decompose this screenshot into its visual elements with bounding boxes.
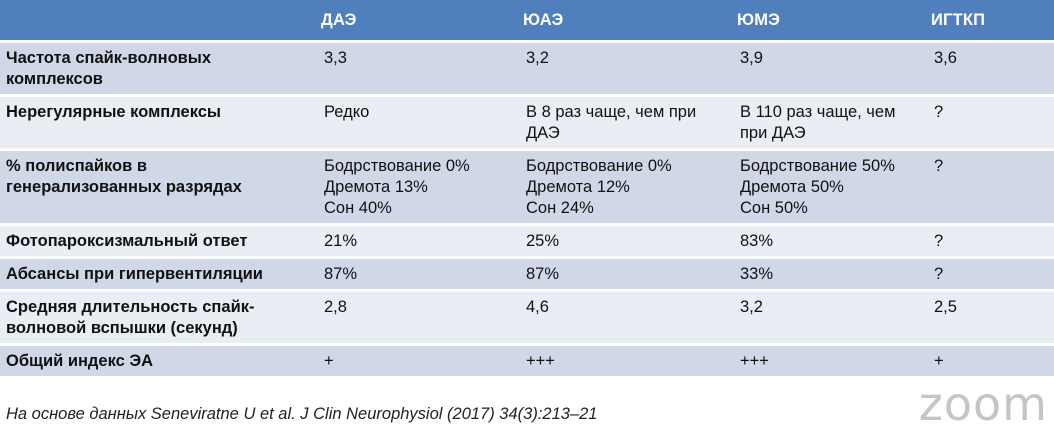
header-corner [0, 0, 315, 40]
table-row: Фотопароксизмальный ответ 21% 25% 83% ? [0, 226, 1054, 256]
table-cell: Бодрствование 0% Дремота 12% Сон 24% [517, 151, 731, 223]
row-label: Нерегулярные комплексы [0, 97, 315, 148]
table-cell: 33% [731, 259, 925, 289]
zoom-watermark-logo: zoom [918, 377, 1048, 431]
table-cell: В 8 раз чаще, чем при ДАЭ [517, 97, 731, 148]
table-row: Частота спайк-волновых комплексов 3,3 3,… [0, 43, 1054, 94]
table-cell: 3,2 [517, 43, 731, 94]
row-label: Абсансы при гипервентиляции [0, 259, 315, 289]
table-cell: 3,2 [731, 292, 925, 343]
table-cell: +++ [731, 346, 925, 376]
header-yuae: ЮАЭ [517, 0, 731, 40]
row-label: % полиспайков в генерализованных разряда… [0, 151, 315, 223]
table-cell: + [315, 346, 517, 376]
table-header-row: ДАЭ ЮАЭ ЮМЭ ИГТКП [0, 0, 1054, 40]
header-yume: ЮМЭ [731, 0, 925, 40]
table-row: Общий индекс ЭА + +++ +++ + [0, 346, 1054, 376]
table-row: % полиспайков в генерализованных разряда… [0, 151, 1054, 223]
table-cell: Бодрствование 0% Дремота 13% Сон 40% [315, 151, 517, 223]
table-cell: 3,9 [731, 43, 925, 94]
table-cell: 2,5 [925, 292, 1054, 343]
table-row: Средняя длительность спайк- волновой всп… [0, 292, 1054, 343]
table-cell: 25% [517, 226, 731, 256]
table-cell: ? [925, 259, 1054, 289]
comparison-table: ДАЭ ЮАЭ ЮМЭ ИГТКП Частота спайк-волновых… [0, 0, 1054, 376]
table-cell: 87% [315, 259, 517, 289]
table-cell: ? [925, 151, 1054, 223]
table-cell: 21% [315, 226, 517, 256]
header-dae: ДАЭ [315, 0, 517, 40]
table-cell: В 110 раз чаще, чем при ДАЭ [731, 97, 925, 148]
row-label: Средняя длительность спайк- волновой всп… [0, 292, 315, 343]
table-cell: + [925, 346, 1054, 376]
table-cell: 83% [731, 226, 925, 256]
table-cell: 2,8 [315, 292, 517, 343]
table-cell: 4,6 [517, 292, 731, 343]
header-igtkp: ИГТКП [925, 0, 1054, 40]
table-cell: ? [925, 226, 1054, 256]
source-citation: На основе данных Seneviratne U et al. J … [6, 405, 598, 423]
row-label: Частота спайк-волновых комплексов [0, 43, 315, 94]
table-cell: Бодрствование 50% Дремота 50% Сон 50% [731, 151, 925, 223]
table-cell: Редко [315, 97, 517, 148]
table-cell: 87% [517, 259, 731, 289]
table-cell: 3,3 [315, 43, 517, 94]
table-cell: ? [925, 97, 1054, 148]
table-row: Нерегулярные комплексы Редко В 8 раз чащ… [0, 97, 1054, 148]
table-cell: +++ [517, 346, 731, 376]
row-label: Фотопароксизмальный ответ [0, 226, 315, 256]
row-label: Общий индекс ЭА [0, 346, 315, 376]
table-row: Абсансы при гипервентиляции 87% 87% 33% … [0, 259, 1054, 289]
table-cell: 3,6 [925, 43, 1054, 94]
